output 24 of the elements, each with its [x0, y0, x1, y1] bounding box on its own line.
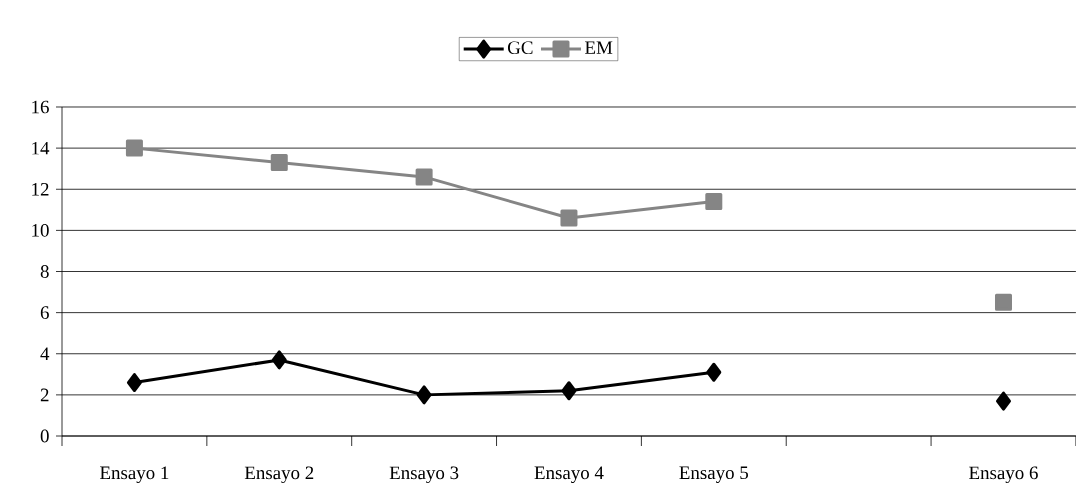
legend-label: GC [507, 41, 533, 55]
point [995, 391, 1011, 411]
y-tick-label: 10 [32, 224, 49, 237]
y-tick-label: 8 [40, 265, 49, 278]
x-tick-label: Ensayo 6 [969, 466, 1038, 484]
y-tick-label: 6 [40, 306, 49, 319]
y-tick-label: 12 [32, 182, 49, 196]
point [994, 293, 1012, 311]
point [706, 362, 722, 382]
x-tick-label: Ensayo 5 [679, 466, 749, 483]
x-tick-label: Ensayo 2 [244, 466, 314, 484]
point [416, 385, 432, 405]
point [561, 381, 577, 401]
y-tick-label: 0 [40, 429, 49, 443]
y-tick-label: 2 [40, 388, 49, 402]
x-tick-label: Ensayo 3 [389, 466, 459, 484]
legend-label: EM [585, 41, 613, 54]
x-tick-label: Ensayo 1 [100, 466, 169, 484]
y-tick-label: 4 [40, 347, 50, 360]
point [126, 373, 142, 393]
y-tick-label: 14 [32, 141, 50, 155]
point [271, 350, 287, 370]
y-tick-label: 16 [32, 100, 49, 114]
x-tick-label: Ensayo 4 [534, 466, 604, 484]
